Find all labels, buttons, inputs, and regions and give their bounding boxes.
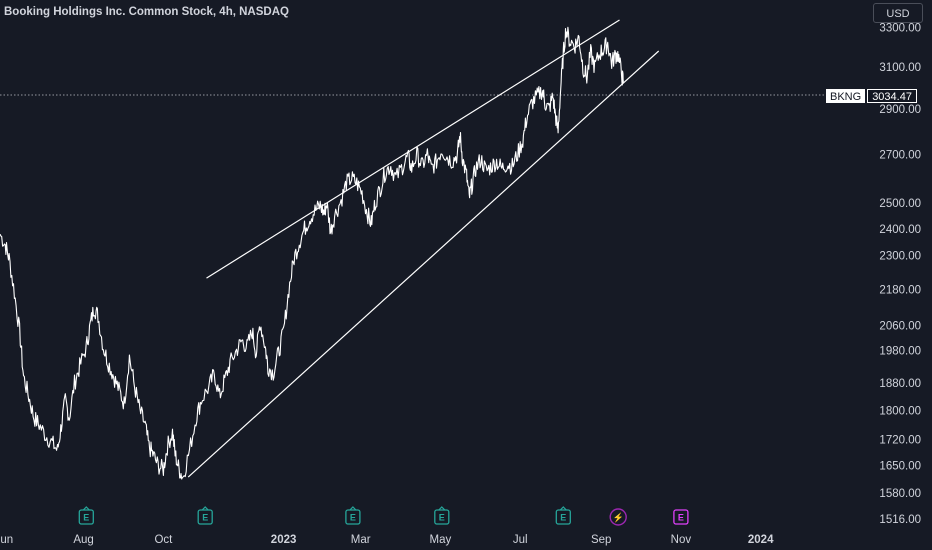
- trendline-lower[interactable]: [187, 50, 660, 478]
- event-letter: E: [350, 513, 356, 523]
- x-tick-label: Aug: [73, 534, 93, 546]
- last-price-tag: BKNG 3034.47: [826, 89, 917, 103]
- y-tick-label: 1720.00: [879, 434, 921, 446]
- symbol-label: BKNG: [826, 89, 866, 103]
- x-tick-label: Jul: [513, 534, 528, 546]
- x-tick-label: May: [430, 534, 452, 546]
- earnings-event-marker[interactable]: E: [197, 506, 213, 525]
- y-tick-label: 2700.00: [879, 149, 921, 161]
- event-letter: E: [678, 513, 684, 523]
- y-tick-label: 2300.00: [879, 251, 921, 263]
- earnings-event-marker[interactable]: E: [78, 506, 94, 525]
- earnings-icon: [78, 509, 94, 525]
- currency-button[interactable]: USD: [873, 3, 923, 23]
- x-tick-label: 2023: [271, 534, 297, 546]
- trendlines[interactable]: [187, 19, 660, 478]
- earnings-icon-peak: [201, 506, 209, 511]
- y-tick-label: 1880.00: [879, 378, 921, 390]
- event-letter: E: [83, 513, 89, 523]
- y-tick-label: 2500.00: [879, 198, 921, 210]
- event-letter: E: [560, 513, 566, 523]
- y-tick-label: 1650.00: [879, 461, 921, 473]
- y-tick-label: 2900.00: [879, 104, 921, 116]
- earnings-icon: [197, 509, 213, 525]
- price-series: [0, 26, 624, 480]
- event-letter: E: [439, 513, 445, 523]
- y-tick-label: 1980.00: [879, 345, 921, 357]
- price-axis[interactable]: 3300.00 3100.00 2900.00 2700.00 2500.00 2400.…: [879, 23, 921, 526]
- event-letter: ⚡: [613, 512, 624, 524]
- x-tick-label: Sep: [591, 534, 611, 546]
- y-tick-label: 1580.00: [879, 488, 921, 500]
- y-tick-label: 1800.00: [879, 406, 921, 418]
- earnings-icon-peak: [349, 506, 357, 511]
- dividend-icon: [609, 508, 627, 526]
- earnings-icon: [345, 509, 361, 525]
- earnings-event-marker[interactable]: E: [555, 506, 571, 525]
- earnings-icon: [434, 509, 450, 525]
- x-tick-label: Nov: [671, 534, 692, 546]
- x-tick-label: 2024: [748, 534, 774, 546]
- x-tick-label: Jun: [0, 534, 13, 546]
- y-tick-label: 2180.00: [879, 285, 921, 297]
- earnings-icon: [555, 509, 571, 525]
- time-axis[interactable]: Jun Aug Oct 2023 Mar May Jul Sep Nov 2024: [0, 534, 774, 546]
- earnings-icon-peak: [559, 506, 567, 511]
- y-tick-label: 3100.00: [879, 62, 921, 74]
- dividend-event-marker[interactable]: ⚡: [609, 508, 627, 526]
- y-tick-label: 2060.00: [879, 320, 921, 332]
- x-tick-label: Oct: [154, 534, 173, 546]
- y-tick-label: 1516.00: [879, 514, 921, 526]
- y-tick-label: 2400.00: [879, 224, 921, 236]
- event-letter: E: [202, 513, 208, 523]
- event-markers[interactable]: E E E E E ⚡ E: [78, 506, 689, 526]
- price-line: [0, 26, 624, 480]
- last-price-value: 3034.47: [867, 89, 917, 103]
- earnings-icon: [673, 509, 689, 525]
- x-tick-label: Mar: [351, 534, 371, 546]
- earnings-icon-peak: [438, 506, 446, 511]
- earnings-icon-peak: [82, 506, 90, 511]
- earnings-future-event-marker[interactable]: E: [673, 509, 689, 525]
- chart-title: Booking Holdings Inc. Common Stock, 4h, …: [4, 6, 289, 18]
- earnings-event-marker[interactable]: E: [434, 506, 450, 525]
- earnings-event-marker[interactable]: E: [345, 506, 361, 525]
- y-tick-label: 3300.00: [879, 23, 921, 35]
- trendline-upper[interactable]: [206, 19, 620, 279]
